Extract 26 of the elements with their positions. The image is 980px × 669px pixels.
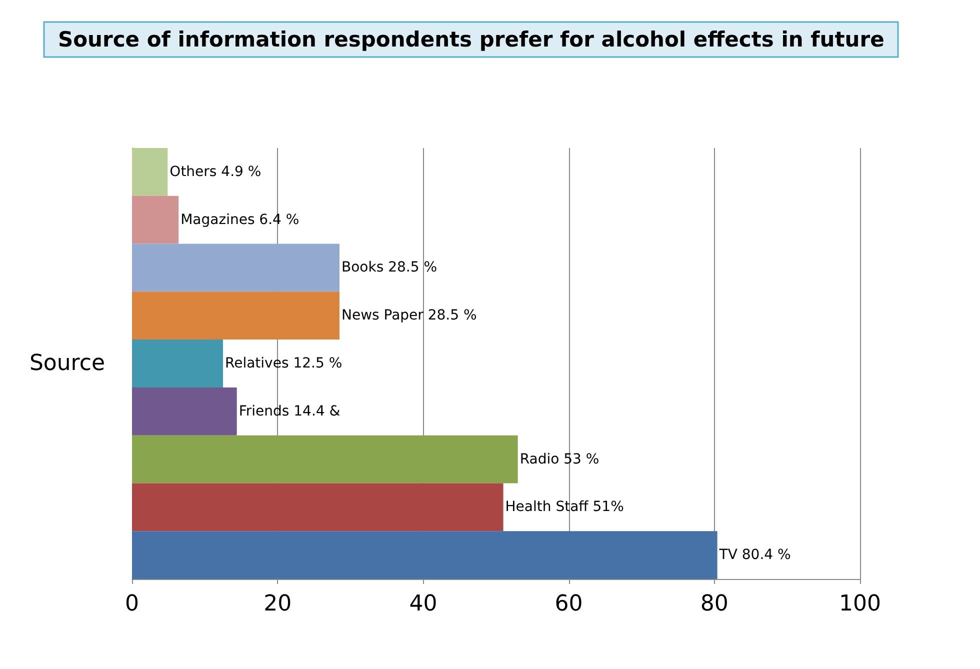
data-label: Health Staff 51%: [505, 499, 624, 516]
bar: [132, 292, 340, 340]
bar: [132, 483, 504, 532]
bar: [132, 531, 718, 579]
data-label: News Paper 28.5 %: [341, 308, 477, 324]
data-label: Radio 53 %: [520, 451, 600, 468]
bar: [132, 340, 223, 388]
data-label: Friends 14.4 &: [238, 403, 340, 420]
data-label: Others 4.9 %: [170, 164, 262, 180]
x-tick-label: 80: [700, 592, 728, 616]
x-tick-label: 0: [125, 592, 139, 616]
data-label: Books 28.5 %: [341, 260, 437, 276]
x-tick-label: 60: [554, 592, 583, 616]
x-tick-label: 20: [264, 592, 292, 616]
x-tick-label: 40: [409, 592, 438, 616]
bar: [132, 435, 518, 484]
y-axis-title: Source: [29, 351, 105, 376]
bar: [132, 148, 168, 196]
bar: [132, 196, 179, 244]
bar: [132, 387, 237, 436]
data-label: Relatives 12.5 %: [225, 356, 342, 372]
chart-title: Source of information respondents prefer for alcohol effects in future: [58, 28, 884, 52]
data-label: Magazines 6.4 %: [180, 212, 300, 228]
data-label: TV 80.4 %: [718, 547, 791, 564]
bar: [132, 244, 340, 292]
x-tick-label: 100: [839, 592, 881, 616]
